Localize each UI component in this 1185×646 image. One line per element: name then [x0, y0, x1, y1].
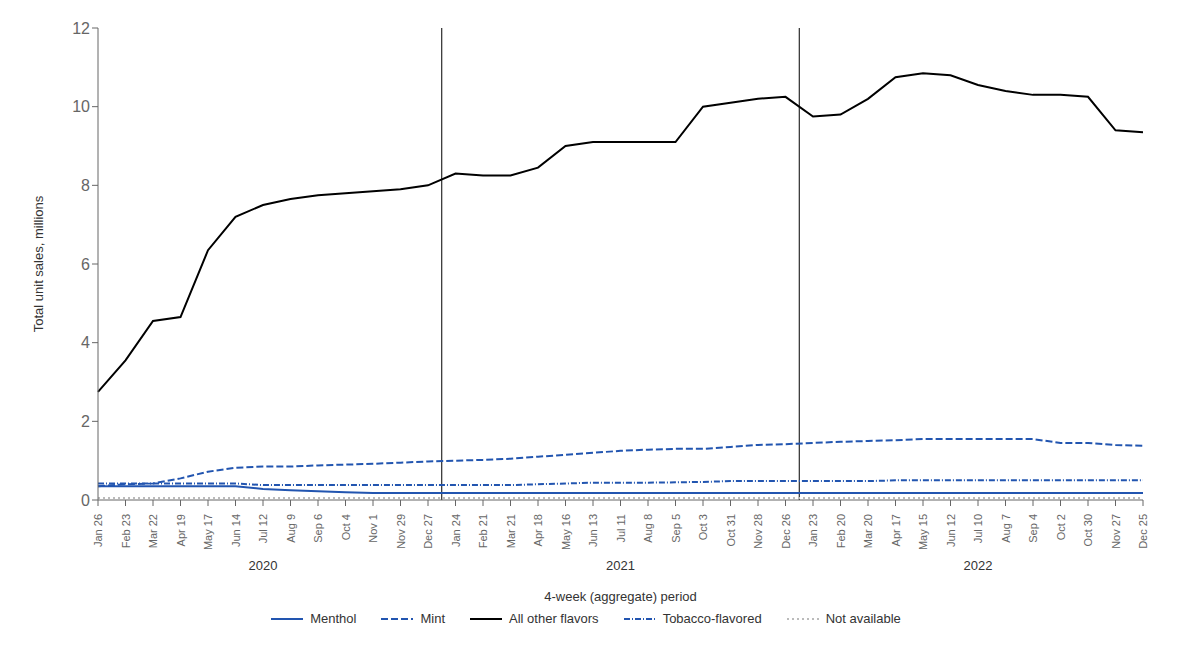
- svg-text:Nov 1: Nov 1: [367, 514, 379, 543]
- svg-text:Jan 24: Jan 24: [450, 514, 462, 547]
- svg-text:Jan 23: Jan 23: [807, 514, 819, 547]
- html-text:Menthol: Menthol: [310, 611, 357, 626]
- svg-text:Mar 22: Mar 22: [147, 514, 159, 548]
- svg-text:4: 4: [81, 334, 90, 351]
- svg-text:Sep 6: Sep 6: [312, 514, 324, 543]
- svg-text:Jul 10: Jul 10: [972, 514, 984, 543]
- svg-text:Oct 4: Oct 4: [340, 514, 352, 540]
- svg-text:4-week (aggregate) period: 4-week (aggregate) period: [544, 589, 696, 604]
- svg-text:Nov 28: Nov 28: [752, 514, 764, 549]
- svg-text:0: 0: [81, 492, 90, 509]
- svg-text:Dec 26: Dec 26: [780, 514, 792, 549]
- html-text:Mint: Mint: [420, 611, 445, 626]
- svg-text:Aug 9: Aug 9: [285, 514, 297, 543]
- html-text:Tobacco-flavored: Tobacco-flavored: [662, 611, 762, 626]
- svg-text:2022: 2022: [964, 558, 993, 573]
- svg-text:2020: 2020: [249, 558, 278, 573]
- svg-text:Aug 7: Aug 7: [1000, 514, 1012, 543]
- html-text:All other flavors: All other flavors: [509, 611, 599, 626]
- html-text:Not available: Not available: [825, 611, 901, 626]
- svg-text:Feb 23: Feb 23: [120, 514, 132, 548]
- svg-text:Apr 19: Apr 19: [175, 514, 187, 546]
- svg-text:Sep 4: Sep 4: [1027, 514, 1039, 543]
- svg-text:Feb 21: Feb 21: [477, 514, 489, 548]
- svg-text:12: 12: [72, 20, 90, 37]
- svg-text:6: 6: [81, 256, 90, 273]
- svg-text:Nov 27: Nov 27: [1110, 514, 1122, 549]
- svg-text:Mar 21: Mar 21: [505, 514, 517, 548]
- svg-text:8: 8: [81, 177, 90, 194]
- svg-text:Jun 12: Jun 12: [945, 514, 957, 547]
- svg-text:Apr 17: Apr 17: [890, 514, 902, 546]
- svg-text:Jan 26: Jan 26: [92, 514, 104, 547]
- svg-text:2021: 2021: [606, 558, 635, 573]
- svg-text:Aug 8: Aug 8: [642, 514, 654, 543]
- svg-text:Oct 3: Oct 3: [697, 514, 709, 540]
- svg-text:10: 10: [72, 98, 90, 115]
- svg-text:Nov 29: Nov 29: [395, 514, 407, 549]
- svg-text:Jul 12: Jul 12: [257, 514, 269, 543]
- svg-text:Jun 13: Jun 13: [587, 514, 599, 547]
- svg-text:Sep 5: Sep 5: [670, 514, 682, 543]
- svg-text:Oct 31: Oct 31: [725, 514, 737, 546]
- svg-text:Dec 25: Dec 25: [1137, 514, 1149, 549]
- svg-text:Jul 11: Jul 11: [615, 514, 627, 543]
- svg-text:May 17: May 17: [202, 514, 214, 550]
- svg-text:Jun 14: Jun 14: [230, 514, 242, 547]
- svg-text:Dec 27: Dec 27: [422, 514, 434, 549]
- svg-text:Feb 20: Feb 20: [835, 514, 847, 548]
- svg-text:Oct 30: Oct 30: [1082, 514, 1094, 546]
- svg-text:May 16: May 16: [560, 514, 572, 550]
- svg-text:Oct 2: Oct 2: [1055, 514, 1067, 540]
- svg-text:Mar 20: Mar 20: [862, 514, 874, 548]
- svg-text:May 15: May 15: [917, 514, 929, 550]
- svg-text:2: 2: [81, 413, 90, 430]
- svg-text:Total unit sales, millions: Total unit sales, millions: [31, 195, 46, 332]
- svg-text:Apr 18: Apr 18: [532, 514, 544, 546]
